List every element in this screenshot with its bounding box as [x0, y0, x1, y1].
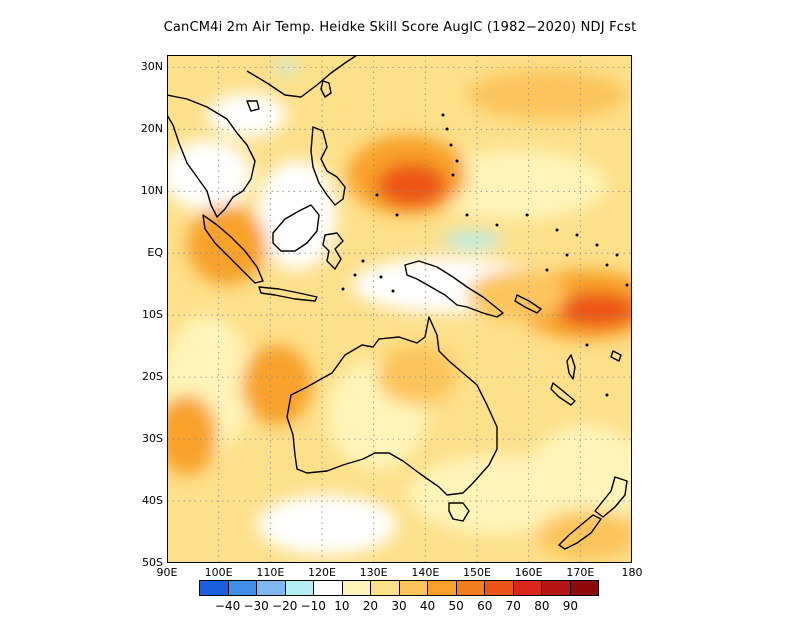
lon-tick-label: 160E [514, 566, 543, 579]
colorbar-tick-label: −30 [243, 599, 269, 613]
colorbar-swatch [228, 581, 257, 595]
vanuatu-islands [566, 354, 576, 380]
lon-tick-label: 120E [308, 566, 336, 579]
new-zealand-north [594, 476, 628, 518]
colorbar-swatch [257, 581, 286, 595]
heidke-skill-map [167, 55, 632, 563]
lat-tick-label: 20S [142, 370, 163, 384]
lat-tick-label: 50S [142, 556, 163, 569]
lat-tick-label: 10N [140, 184, 163, 198]
colorbar-tick-label: −40 [214, 599, 241, 613]
colorbar-swatch [428, 581, 457, 595]
lat-tick-label: 30S [142, 432, 163, 446]
colorbar-tick-label: 80 [534, 599, 550, 613]
sumatra-coast [202, 214, 264, 284]
lat-tick-label: 30N [140, 60, 163, 74]
map-title: CanCM4i 2m Air Temp. Heidke Skill Score … [163, 20, 637, 35]
colorbar-swatch [285, 581, 314, 595]
lon-tick-label: 130E [359, 566, 388, 579]
new-zealand-south [558, 514, 602, 550]
colorbar-swatch [371, 581, 400, 595]
lat-tick-label: 20N [140, 122, 163, 136]
small-islands [341, 113, 629, 397]
new-guinea-coast [404, 260, 504, 318]
colorbar-tick-label: 30 [391, 599, 407, 613]
lon-tick-label: 140E [411, 566, 440, 579]
south-china-coast [246, 55, 358, 98]
colorbar-swatch [200, 581, 229, 595]
borneo-coast [272, 204, 320, 252]
colorbar-tick-label: 60 [477, 599, 493, 613]
colorbar-swatch [399, 581, 428, 595]
colorbar-tick-label: 50 [448, 599, 464, 613]
colorbar-tick-label: −20 [272, 599, 298, 613]
lat-tick-label: 40S [142, 494, 163, 508]
australia-coast [286, 316, 498, 496]
lon-tick-label: 150E [463, 566, 491, 579]
java-coast [258, 286, 318, 302]
hainan-coast [246, 100, 260, 112]
map-frame [167, 55, 632, 563]
colorbar-swatch [570, 581, 598, 595]
colorbar-swatch [485, 581, 514, 595]
colorbar-tick-label: 70 [505, 599, 521, 613]
colorbar-tick-label: 20 [362, 599, 379, 613]
colorbar-tick-label: 10 [334, 599, 350, 613]
fiji-islands [610, 350, 622, 362]
colorbar-tick-label: −10 [300, 599, 326, 613]
solomon-islands [514, 294, 542, 314]
colorbar-swatch [542, 581, 571, 595]
colorbar-tick-label: 90 [562, 599, 579, 613]
indochina-coast [167, 94, 256, 218]
new-caledonia [550, 382, 576, 406]
colorbar-swatch [342, 581, 371, 595]
lat-tick-label: EQ [147, 246, 163, 260]
lon-tick-label: 180 [621, 566, 643, 579]
lon-tick-label: 110E [256, 566, 285, 579]
lon-tick-label: 90E [156, 566, 178, 579]
coastlines [167, 55, 628, 550]
colorbar-tick-label: 40 [419, 599, 436, 613]
lon-tick-label: 170E [566, 566, 595, 579]
colorbar-swatch [314, 581, 343, 595]
lat-tick-label: 10S [142, 308, 163, 322]
sulawesi-coast [322, 232, 344, 270]
lon-tick-label: 100E [204, 566, 233, 579]
tasmania-coast [448, 502, 470, 522]
skill-shading [167, 61, 632, 560]
philippines-coast [310, 126, 346, 206]
colorbar-swatch [456, 581, 485, 595]
taiwan-coast [320, 80, 332, 98]
colorbar [199, 580, 599, 596]
colorbar-swatch [513, 581, 542, 595]
